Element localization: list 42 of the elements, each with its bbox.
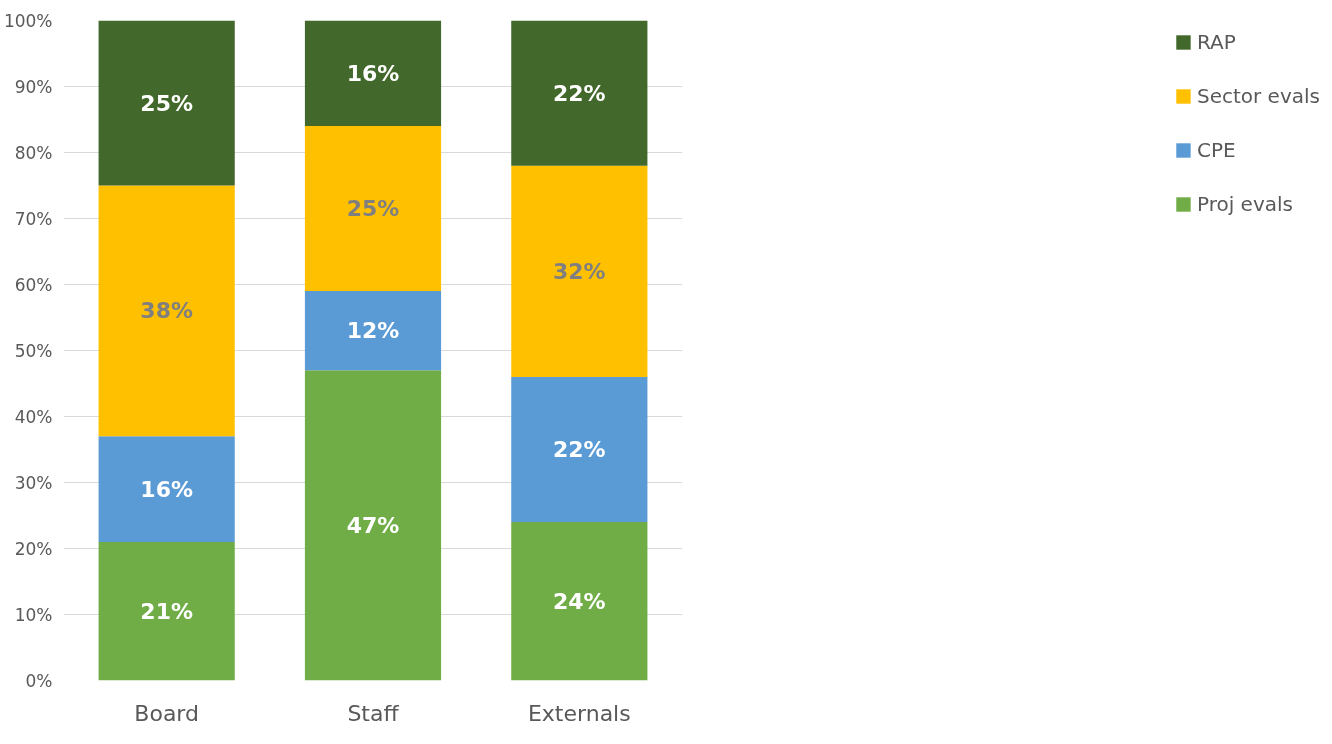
legend-label: RAP	[1196, 30, 1236, 54]
bar	[98, 436, 235, 542]
y-tick-label: 100%	[3, 10, 53, 31]
data-label: 12%	[346, 318, 400, 344]
bar	[304, 126, 442, 292]
data-label: 47%	[346, 512, 400, 538]
data-label: 22%	[553, 437, 606, 462]
data-label: 38%	[140, 298, 194, 324]
y-tick-label: 10%	[14, 604, 53, 625]
y-tick-label: 40%	[14, 406, 53, 427]
bar	[511, 522, 648, 681]
bar	[304, 291, 442, 371]
y-tick-label: 90%	[14, 76, 53, 97]
data-label: 25%	[346, 196, 400, 222]
legend-label: Proj evals	[1196, 192, 1293, 216]
bar	[304, 20, 442, 127]
y-tick-label: 60%	[14, 274, 53, 295]
y-tick-label: 50%	[14, 340, 53, 361]
legend-label: Sector evals	[1196, 84, 1320, 108]
y-tick-label: 70%	[14, 208, 53, 229]
bar	[511, 165, 648, 377]
data-label: 21%	[140, 598, 194, 624]
data-label: 22%	[553, 80, 606, 106]
data-label: 25%	[140, 90, 194, 116]
bar	[98, 185, 235, 437]
x-tick-label: Externals	[527, 700, 631, 726]
data-label: 16%	[140, 476, 194, 502]
bar	[98, 541, 235, 681]
x-tick-label: Staff	[347, 700, 400, 726]
bar	[304, 370, 442, 681]
y-tick-label: 0%	[25, 670, 53, 691]
x-tick-label: Board	[134, 700, 200, 726]
data-label: 32%	[553, 258, 606, 284]
legend-label: CPE	[1196, 138, 1236, 162]
bar	[98, 20, 235, 186]
bar	[511, 20, 648, 166]
y-tick-label: 20%	[14, 538, 53, 559]
y-tick-label: 80%	[14, 142, 53, 163]
data-label: 16%	[346, 60, 400, 86]
data-label: 24%	[553, 588, 606, 614]
bar	[511, 376, 648, 523]
y-tick-label: 30%	[14, 472, 53, 493]
